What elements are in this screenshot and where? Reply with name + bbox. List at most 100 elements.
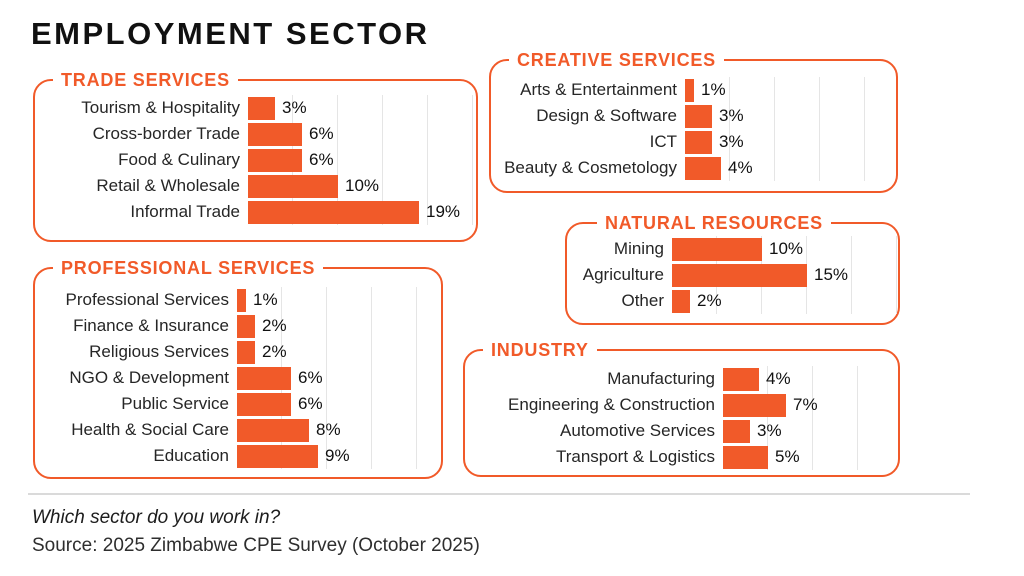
value-label: 10% (345, 176, 380, 195)
bar (248, 200, 419, 224)
category-label: Food & Culinary (118, 150, 240, 169)
bar (237, 314, 255, 338)
bar (237, 340, 255, 364)
bar-track: 6% (248, 121, 476, 147)
category-label: ICT (649, 132, 677, 151)
value-label: 3% (757, 421, 782, 440)
bar-row: Transport & Logistics 5% (465, 444, 898, 470)
value-label: 7% (793, 395, 818, 414)
bar-row: Tourism & Hospitality 3% (35, 95, 476, 121)
bar-track: 6% (248, 147, 476, 173)
category-label: NGO & Development (69, 368, 229, 387)
value-label: 2% (262, 316, 287, 335)
bar-row: Mining 10% (567, 236, 898, 262)
panel-trade-services: TRADE SERVICES Tourism & Hospitality 3% Cr… (33, 69, 478, 242)
bar-track: 4% (685, 155, 896, 181)
value-label: 8% (316, 420, 341, 439)
category-label: Manufacturing (607, 369, 715, 388)
bar-row: Education 9% (35, 443, 441, 469)
bar-row: Other 2% (567, 288, 898, 314)
value-label: 6% (309, 150, 334, 169)
bar (685, 104, 712, 128)
category-label: Public Service (121, 394, 229, 413)
value-label: 6% (309, 124, 334, 143)
bar (237, 288, 246, 312)
bar (237, 392, 291, 416)
bar-chart-industry: Manufacturing 4% Engineering & Constructio… (465, 351, 898, 470)
bar-row: Health & Social Care 8% (35, 417, 441, 443)
category-label: Beauty & Cosmetology (504, 158, 677, 177)
bar-row: Arts & Entertainment 1% (491, 77, 896, 103)
bar-track: 3% (248, 95, 476, 121)
value-label: 4% (766, 369, 791, 388)
bar-row: Cross-border Trade 6% (35, 121, 476, 147)
value-label: 6% (298, 394, 323, 413)
bar-track: 10% (248, 173, 476, 199)
bar-row: Beauty & Cosmetology 4% (491, 155, 896, 181)
bar-row: Finance & Insurance 2% (35, 313, 441, 339)
category-label: Finance & Insurance (73, 316, 229, 335)
bar-track: 10% (672, 236, 898, 262)
bar (248, 148, 302, 172)
panel-title-natural-resources: NATURAL RESOURCES (597, 212, 831, 234)
value-label: 4% (728, 158, 753, 177)
bar-chart-professional-services: Professional Services 1% Finance & Insuran… (35, 269, 441, 469)
bar-track: 19% (248, 199, 476, 225)
value-label: 2% (697, 291, 722, 310)
bar-track: 5% (723, 444, 898, 470)
bar (237, 366, 291, 390)
category-label: Other (621, 291, 664, 310)
bar-row: Professional Services 1% (35, 287, 441, 313)
panel-title-creative-services: CREATIVE SERVICES (509, 49, 724, 71)
bar-track: 1% (685, 77, 896, 103)
bar-row: Automotive Services 3% (465, 418, 898, 444)
category-label: Cross-border Trade (92, 124, 240, 143)
bar (672, 263, 807, 287)
value-label: 1% (701, 80, 726, 99)
bar-track: 6% (237, 391, 441, 417)
bar-row: Design & Software 3% (491, 103, 896, 129)
value-label: 2% (262, 342, 287, 361)
category-label: Arts & Entertainment (520, 80, 677, 99)
bar (723, 367, 759, 391)
bar (685, 130, 712, 154)
category-label: Informal Trade (130, 202, 240, 221)
category-label: Engineering & Construction (508, 395, 715, 414)
bar (248, 174, 338, 198)
bar-row: Food & Culinary 6% (35, 147, 476, 173)
bar (248, 96, 275, 120)
value-label: 5% (775, 447, 800, 466)
panel-title-industry: INDUSTRY (483, 339, 597, 361)
bar-track: 7% (723, 392, 898, 418)
bar-track: 2% (237, 339, 441, 365)
bar (685, 156, 721, 180)
page-title: EMPLOYMENT SECTOR (31, 16, 430, 51)
bar-track: 15% (672, 262, 898, 288)
bar-chart-trade-services: Tourism & Hospitality 3% Cross-border Trad… (35, 81, 476, 225)
footer-divider (28, 493, 970, 495)
value-label: 19% (426, 202, 461, 221)
bar-track: 4% (723, 366, 898, 392)
value-label: 3% (719, 106, 744, 125)
footer-source: Source: 2025 Zimbabwe CPE Survey (Octobe… (32, 535, 480, 556)
bar (237, 418, 309, 442)
bar-row: Manufacturing 4% (465, 366, 898, 392)
value-label: 3% (282, 98, 307, 117)
category-label: Professional Services (65, 290, 229, 309)
value-label: 15% (814, 265, 849, 284)
panel-natural-resources: NATURAL RESOURCES Mining 10% Agriculture 15… (565, 212, 900, 325)
panel-industry: INDUSTRY Manufacturing 4% Engineering & Co… (463, 339, 900, 477)
value-label: 6% (298, 368, 323, 387)
bar (237, 444, 318, 468)
bar-track: 2% (672, 288, 898, 314)
bar-row: Agriculture 15% (567, 262, 898, 288)
bar (723, 419, 750, 443)
bar-row: Religious Services 2% (35, 339, 441, 365)
category-label: Automotive Services (560, 421, 715, 440)
category-label: Mining (613, 239, 664, 258)
bar-chart-natural-resources: Mining 10% Agriculture 15% Other 2% (567, 224, 898, 314)
bar-row: NGO & Development 6% (35, 365, 441, 391)
category-label: Retail & Wholesale (96, 176, 240, 195)
value-label: 10% (769, 239, 804, 258)
